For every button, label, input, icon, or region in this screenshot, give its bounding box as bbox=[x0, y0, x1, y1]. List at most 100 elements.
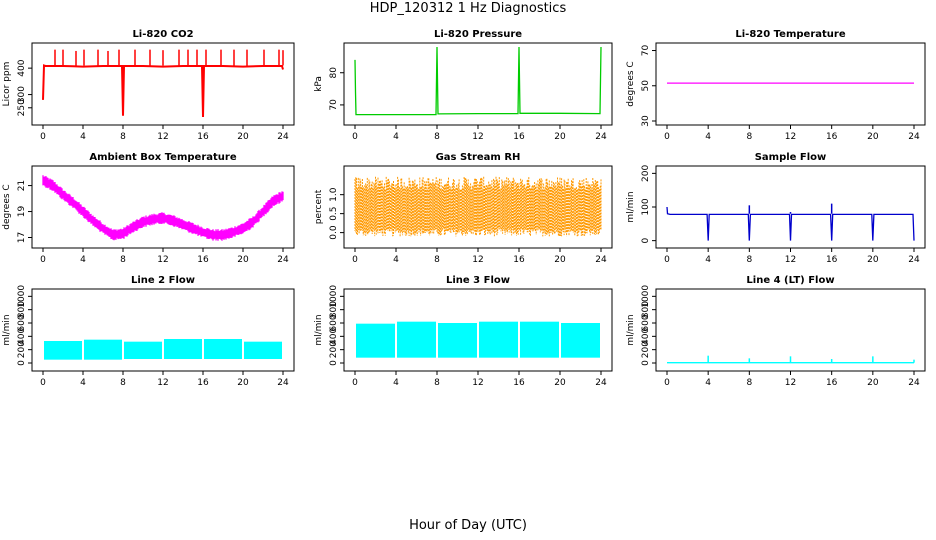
flow-block bbox=[44, 341, 82, 360]
y-tick-label: 800 bbox=[329, 301, 339, 318]
series-group bbox=[354, 46, 602, 116]
y-tick-label: 600 bbox=[329, 314, 339, 331]
x-tick-label: 12 bbox=[472, 255, 483, 265]
x-tick-label: 20 bbox=[867, 132, 879, 142]
x-tick-label: 16 bbox=[513, 378, 525, 388]
series-group bbox=[356, 321, 600, 358]
x-tick-label: 12 bbox=[785, 132, 796, 142]
series-line bbox=[42, 64, 284, 118]
y-tick-label: 0 bbox=[641, 360, 651, 366]
y-tick-label: 250 bbox=[17, 99, 27, 116]
panel-title: Li-820 Pressure bbox=[434, 29, 522, 40]
y-tick-label: 200 bbox=[17, 341, 27, 358]
x-tick-label: 20 bbox=[867, 255, 879, 265]
x-tick-label: 4 bbox=[705, 378, 711, 388]
series-line bbox=[354, 46, 602, 116]
y-axis-label: Licor ppm bbox=[2, 62, 12, 107]
x-tick-label: 4 bbox=[393, 132, 399, 142]
series-group bbox=[42, 175, 284, 241]
y-tick-label: 800 bbox=[17, 301, 27, 318]
x-tick-label: 20 bbox=[867, 378, 879, 388]
panel-title: Line 4 (LT) Flow bbox=[746, 275, 834, 286]
x-tick-label: 16 bbox=[197, 378, 209, 388]
panel-title: Line 2 Flow bbox=[131, 275, 195, 286]
x-tick-label: 8 bbox=[746, 255, 752, 265]
y-axis-label: ml/min bbox=[626, 314, 636, 345]
x-tick-label: 24 bbox=[277, 378, 289, 388]
panel-title: Ambient Box Temperature bbox=[89, 152, 236, 163]
flow-block bbox=[244, 341, 282, 359]
y-tick-label: 1000 bbox=[329, 285, 339, 308]
x-tick-label: 0 bbox=[352, 132, 358, 142]
y-axis-label: ml/min bbox=[314, 314, 324, 345]
y-axis-label: degrees C bbox=[626, 61, 636, 106]
x-tick-label: 12 bbox=[785, 378, 796, 388]
x-tick-label: 8 bbox=[434, 255, 440, 265]
x-tick-label: 20 bbox=[237, 255, 249, 265]
flow-block bbox=[164, 339, 202, 359]
y-tick-label: 1.0 bbox=[329, 187, 339, 202]
x-tick-label: 24 bbox=[908, 132, 920, 142]
x-tick-label: 12 bbox=[472, 132, 483, 142]
y-tick-label: 50 bbox=[641, 80, 651, 92]
x-tick-label: 24 bbox=[908, 255, 920, 265]
panel-6: Line 2 Flow ml/min 0 4 8 12 16 20 24 0 20040060080… bbox=[2, 275, 295, 388]
y-tick-label: 0 bbox=[641, 238, 651, 244]
flow-block bbox=[479, 321, 518, 358]
y-axis-label: ml/min bbox=[2, 314, 12, 345]
y-tick-label: 80 bbox=[329, 67, 339, 79]
x-tick-label: 16 bbox=[826, 378, 838, 388]
panel-1: Li-820 Pressure kPa 0 4 8 12 16 20 24 70 80 bbox=[314, 29, 613, 142]
x-tick-label: 0 bbox=[664, 132, 670, 142]
flow-block bbox=[561, 323, 600, 358]
x-tick-label: 0 bbox=[352, 378, 358, 388]
y-tick-label: 100 bbox=[641, 198, 651, 215]
x-tick-label: 24 bbox=[595, 255, 607, 265]
x-tick-label: 4 bbox=[705, 255, 711, 265]
x-tick-label: 20 bbox=[237, 378, 249, 388]
x-tick-label: 12 bbox=[157, 378, 168, 388]
y-axis-label: degrees C bbox=[2, 184, 12, 229]
x-tick-label: 0 bbox=[40, 378, 46, 388]
panel-5: Sample Flow ml/min 0 4 8 12 16 20 24 0 100 200 bbox=[626, 152, 926, 265]
x-axis-title: Hour of Day (UTC) bbox=[409, 518, 527, 533]
flow-block bbox=[356, 323, 395, 358]
y-tick-label: 70 bbox=[641, 45, 651, 57]
x-tick-label: 8 bbox=[434, 378, 440, 388]
x-tick-label: 16 bbox=[197, 255, 209, 265]
x-tick-label: 16 bbox=[197, 132, 209, 142]
series-group bbox=[666, 203, 915, 241]
figure-title: HDP_120312 1 Hz Diagnostics bbox=[369, 1, 567, 16]
y-axis-label: kPa bbox=[314, 76, 324, 92]
x-tick-label: 4 bbox=[80, 378, 86, 388]
x-tick-label: 20 bbox=[554, 378, 566, 388]
y-tick-label: 30 bbox=[641, 115, 651, 127]
y-tick-label: 800 bbox=[641, 301, 651, 318]
x-tick-label: 20 bbox=[554, 132, 566, 142]
x-tick-label: 8 bbox=[746, 132, 752, 142]
x-tick-label: 20 bbox=[237, 132, 249, 142]
y-tick-label: 0.5 bbox=[329, 206, 339, 220]
y-tick-label: 17 bbox=[17, 232, 27, 243]
y-tick-label: 200 bbox=[329, 341, 339, 358]
x-tick-label: 12 bbox=[785, 255, 796, 265]
panel-2: Li-820 Temperature degrees C 0 4 8 12 16 20 24 30… bbox=[626, 29, 926, 142]
y-tick-label: 70 bbox=[329, 99, 339, 111]
panel-title: Li-820 Temperature bbox=[735, 29, 845, 40]
x-tick-label: 12 bbox=[472, 378, 483, 388]
x-tick-label: 4 bbox=[80, 132, 86, 142]
series-band bbox=[354, 176, 602, 237]
panel-title: Li-820 CO2 bbox=[132, 29, 193, 40]
y-tick-label: 400 bbox=[329, 327, 339, 344]
y-tick-label: 0 bbox=[17, 360, 27, 366]
x-tick-label: 4 bbox=[393, 378, 399, 388]
x-tick-label: 8 bbox=[120, 378, 126, 388]
x-tick-label: 16 bbox=[826, 255, 838, 265]
plot-frame bbox=[343, 42, 613, 126]
panel-3: Ambient Box Temperature degrees C 0 4 8 12 16 2… bbox=[2, 152, 295, 265]
y-tick-label: 600 bbox=[17, 314, 27, 331]
y-axis-label: percent bbox=[314, 189, 324, 224]
series-band bbox=[42, 175, 284, 241]
x-tick-label: 8 bbox=[746, 378, 752, 388]
y-tick-label: 0 bbox=[329, 360, 339, 366]
